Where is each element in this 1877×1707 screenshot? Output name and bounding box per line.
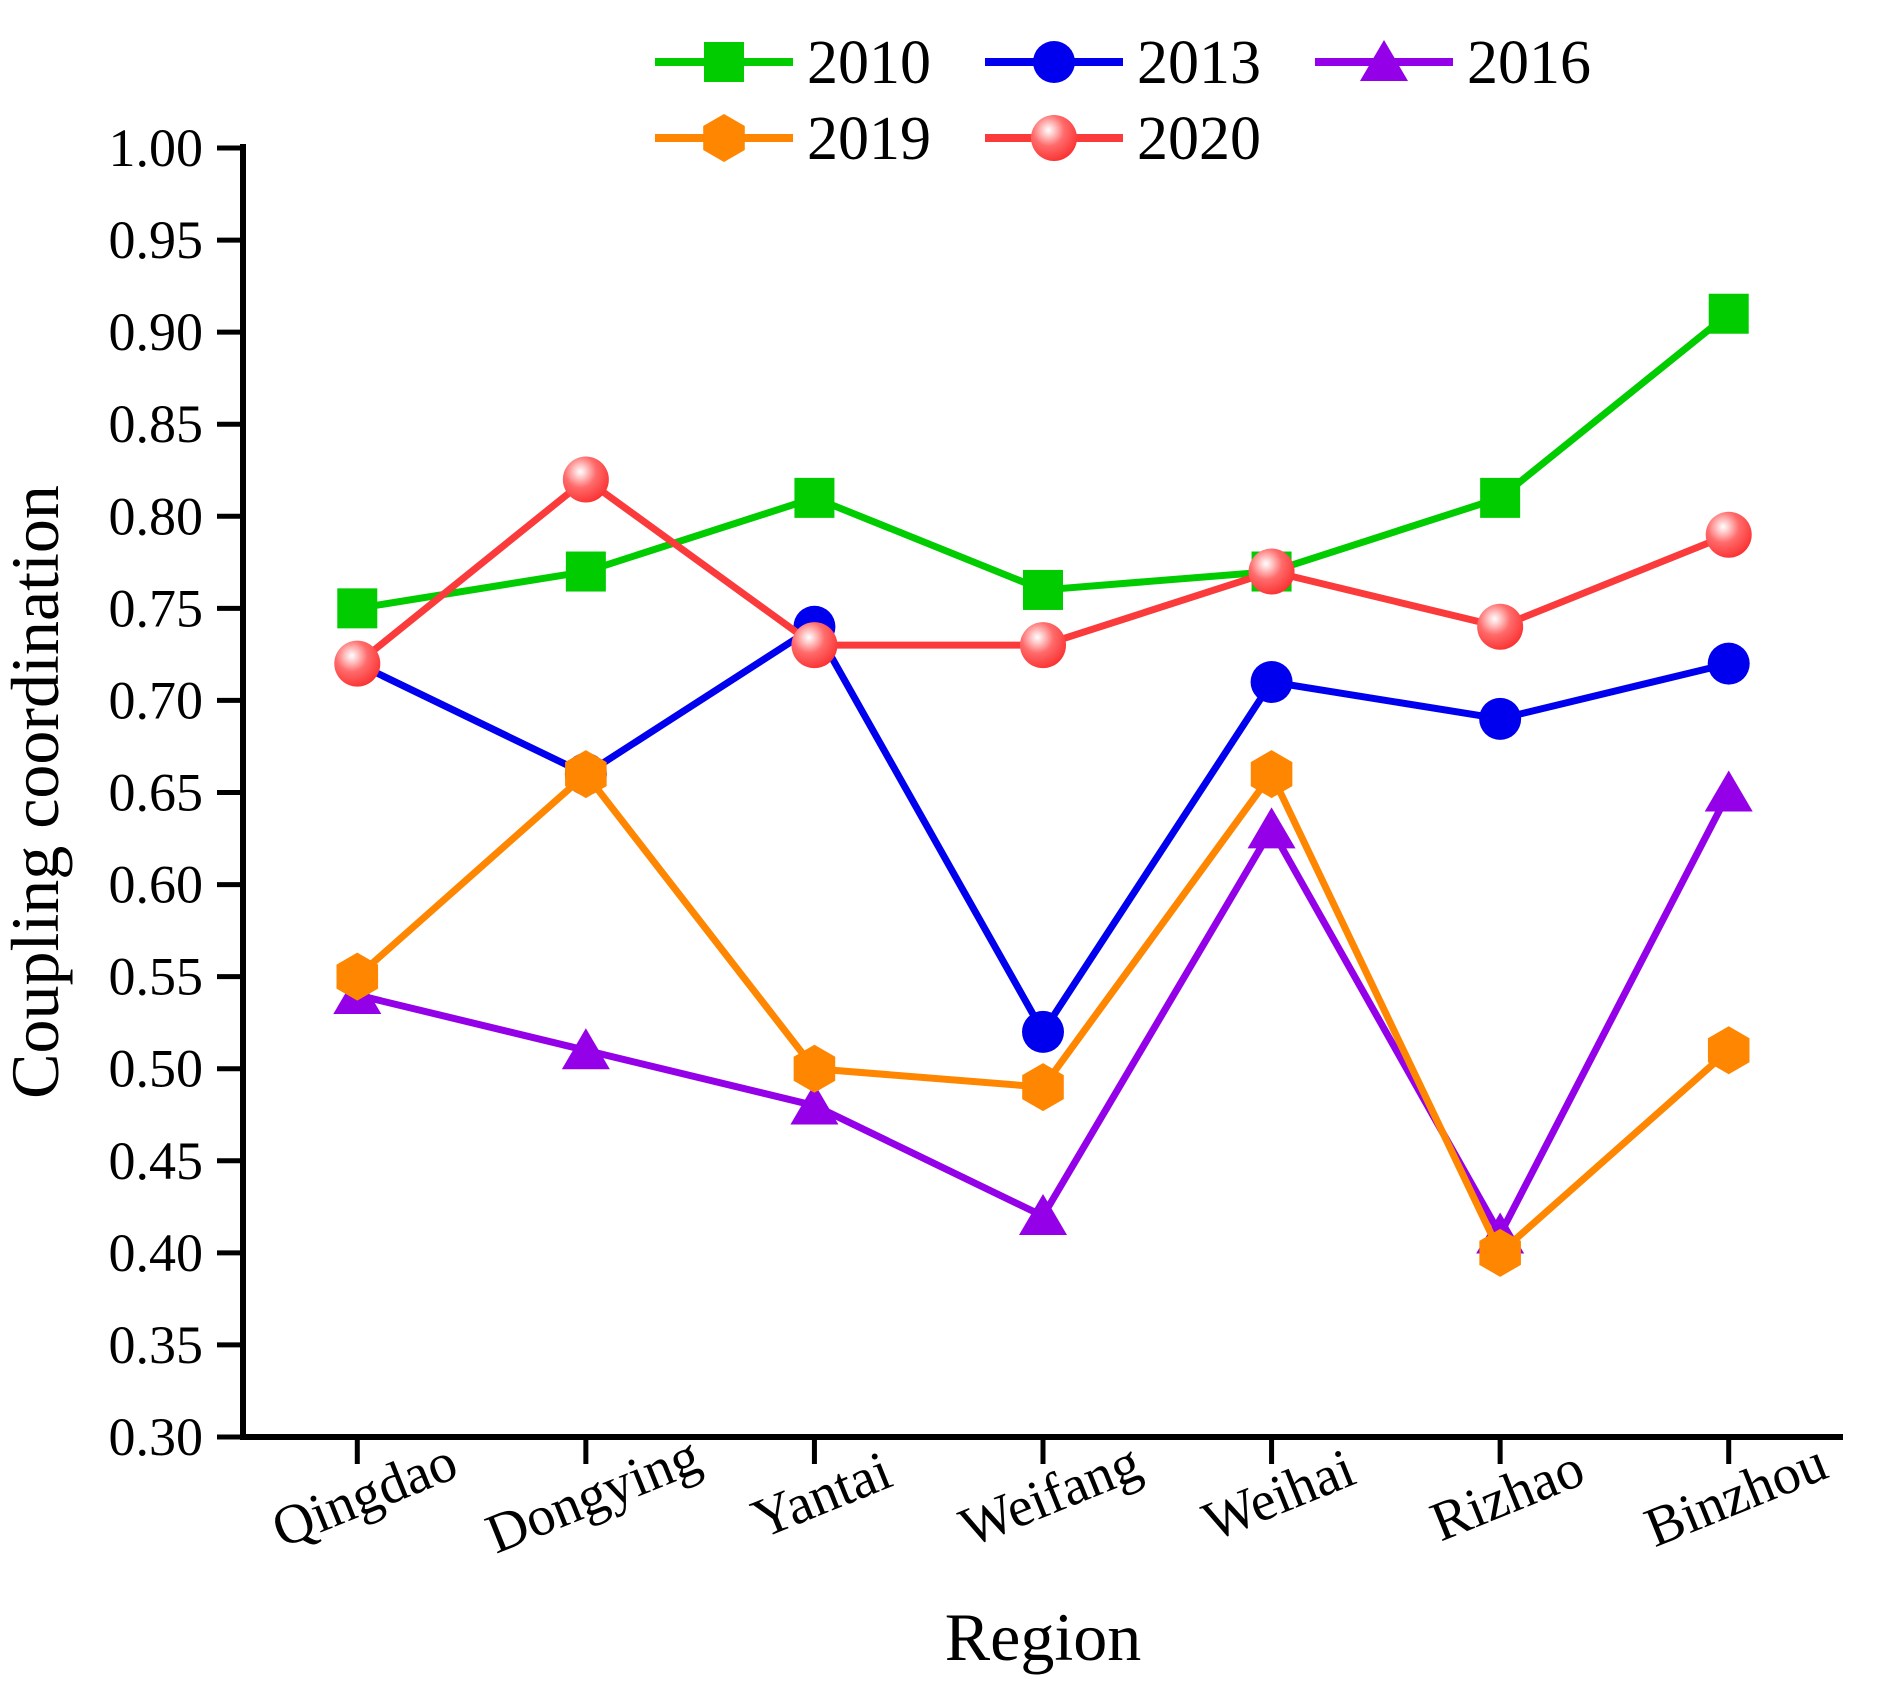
marker-2010-Yantai	[794, 477, 835, 518]
marker-2010-Dongying	[565, 551, 606, 592]
x-tick-label: Weifang	[951, 1431, 1149, 1559]
legend: 2010 2013 2016 2019 2020	[655, 29, 1591, 173]
marker-2016-Binzhou	[1704, 770, 1753, 812]
marker-2019-Weihai	[1250, 750, 1293, 799]
y-tick-label: 0.90	[109, 302, 204, 362]
legend-item-2016: 2016	[1315, 29, 1591, 97]
marker-2020-Dongying	[562, 456, 609, 503]
marker-2020-Qingdao	[334, 640, 381, 687]
marker-2016-Weifang	[1019, 1194, 1067, 1236]
legend-marker-2010	[704, 42, 744, 82]
y-tick-label: 0.50	[109, 1039, 204, 1099]
x-tick-label: Binzhou	[1636, 1431, 1835, 1560]
marker-2016-Weihai	[1247, 807, 1296, 849]
marker-2019-Rizhao	[1479, 1228, 1521, 1277]
marker-2016-Dongying	[561, 1028, 610, 1070]
marker-2019-Qingdao	[336, 952, 379, 1001]
marker-2020-Binzhou	[1705, 511, 1752, 558]
legend-label-2016: 2016	[1467, 29, 1591, 97]
series-line-2013	[353, 623, 1733, 1036]
x-tick-label: Dongying	[478, 1425, 709, 1566]
legend-marker-2019	[703, 114, 745, 162]
marker-2010-Qingdao	[337, 588, 378, 629]
y-tick-label: 0.70	[109, 670, 204, 730]
x-tick-label: Rizhao	[1422, 1437, 1592, 1554]
legend-item-2020: 2020	[985, 105, 1261, 173]
series-line-2010	[353, 310, 1733, 612]
axes-layer: 0.30 0.35 0.40 0.45 0.50 0.55 0.60 0.65 0.70 0.75…	[109, 118, 1843, 1566]
marker-2013-Binzhou	[1707, 642, 1750, 685]
legend-marker-2013	[1033, 41, 1075, 83]
y-tick-label: 0.85	[109, 394, 204, 454]
legend-label-2020: 2020	[1137, 105, 1261, 173]
x-tick-label: Qingdao	[264, 1430, 466, 1560]
legend-item-2010: 2010	[655, 29, 931, 97]
marker-2019-Dongying	[565, 750, 607, 799]
marker-2020-Weihai	[1248, 548, 1295, 595]
y-axis-title: Coupling coordination	[0, 485, 73, 1099]
y-tick-label: 0.60	[109, 855, 204, 915]
marker-2019-Yantai	[793, 1044, 836, 1093]
x-tick-label: Yantai	[743, 1440, 899, 1551]
marker-2019-Weifang	[1022, 1063, 1064, 1112]
legend-label-2013: 2013	[1137, 29, 1261, 97]
marker-2010-Binzhou	[1708, 293, 1749, 334]
marker-2013-Weihai	[1250, 661, 1293, 704]
marker-2013-Rizhao	[1479, 697, 1522, 740]
x-tick-label: Weihai	[1194, 1437, 1363, 1553]
legend-label-2019: 2019	[807, 105, 931, 173]
y-tick-label: 1.00	[109, 118, 204, 178]
marker-2020-Rizhao	[1477, 603, 1524, 650]
y-tick-label: 0.45	[109, 1131, 204, 1191]
marker-2020-Weifang	[1020, 622, 1066, 669]
marker-2013-Weifang	[1022, 1010, 1064, 1053]
legend-label-2010: 2010	[807, 29, 931, 97]
y-tick-label: 0.75	[109, 578, 204, 638]
marker-2016-Yantai	[790, 1083, 839, 1125]
legend-marker-2020	[1031, 115, 1077, 161]
marker-2010-Weifang	[1023, 569, 1063, 610]
marker-2020-Yantai	[791, 622, 838, 669]
marker-2010-Rizhao	[1480, 477, 1521, 518]
y-tick-label: 0.55	[109, 947, 204, 1007]
y-tick-label: 0.30	[109, 1407, 204, 1467]
y-tick-label: 0.80	[109, 486, 204, 546]
y-tick-label: 0.40	[109, 1223, 204, 1283]
y-tick-label: 0.95	[109, 210, 204, 270]
series-layer	[333, 293, 1753, 1277]
legend-item-2019: 2019	[655, 105, 931, 173]
x-axis-title: Region	[945, 1599, 1141, 1675]
y-tick-label: 0.35	[109, 1315, 204, 1375]
legend-marker-2016	[1360, 40, 1408, 81]
y-tick-label: 0.65	[109, 763, 204, 823]
legend-item-2013: 2013	[985, 29, 1261, 97]
marker-2019-Binzhou	[1707, 1026, 1750, 1075]
